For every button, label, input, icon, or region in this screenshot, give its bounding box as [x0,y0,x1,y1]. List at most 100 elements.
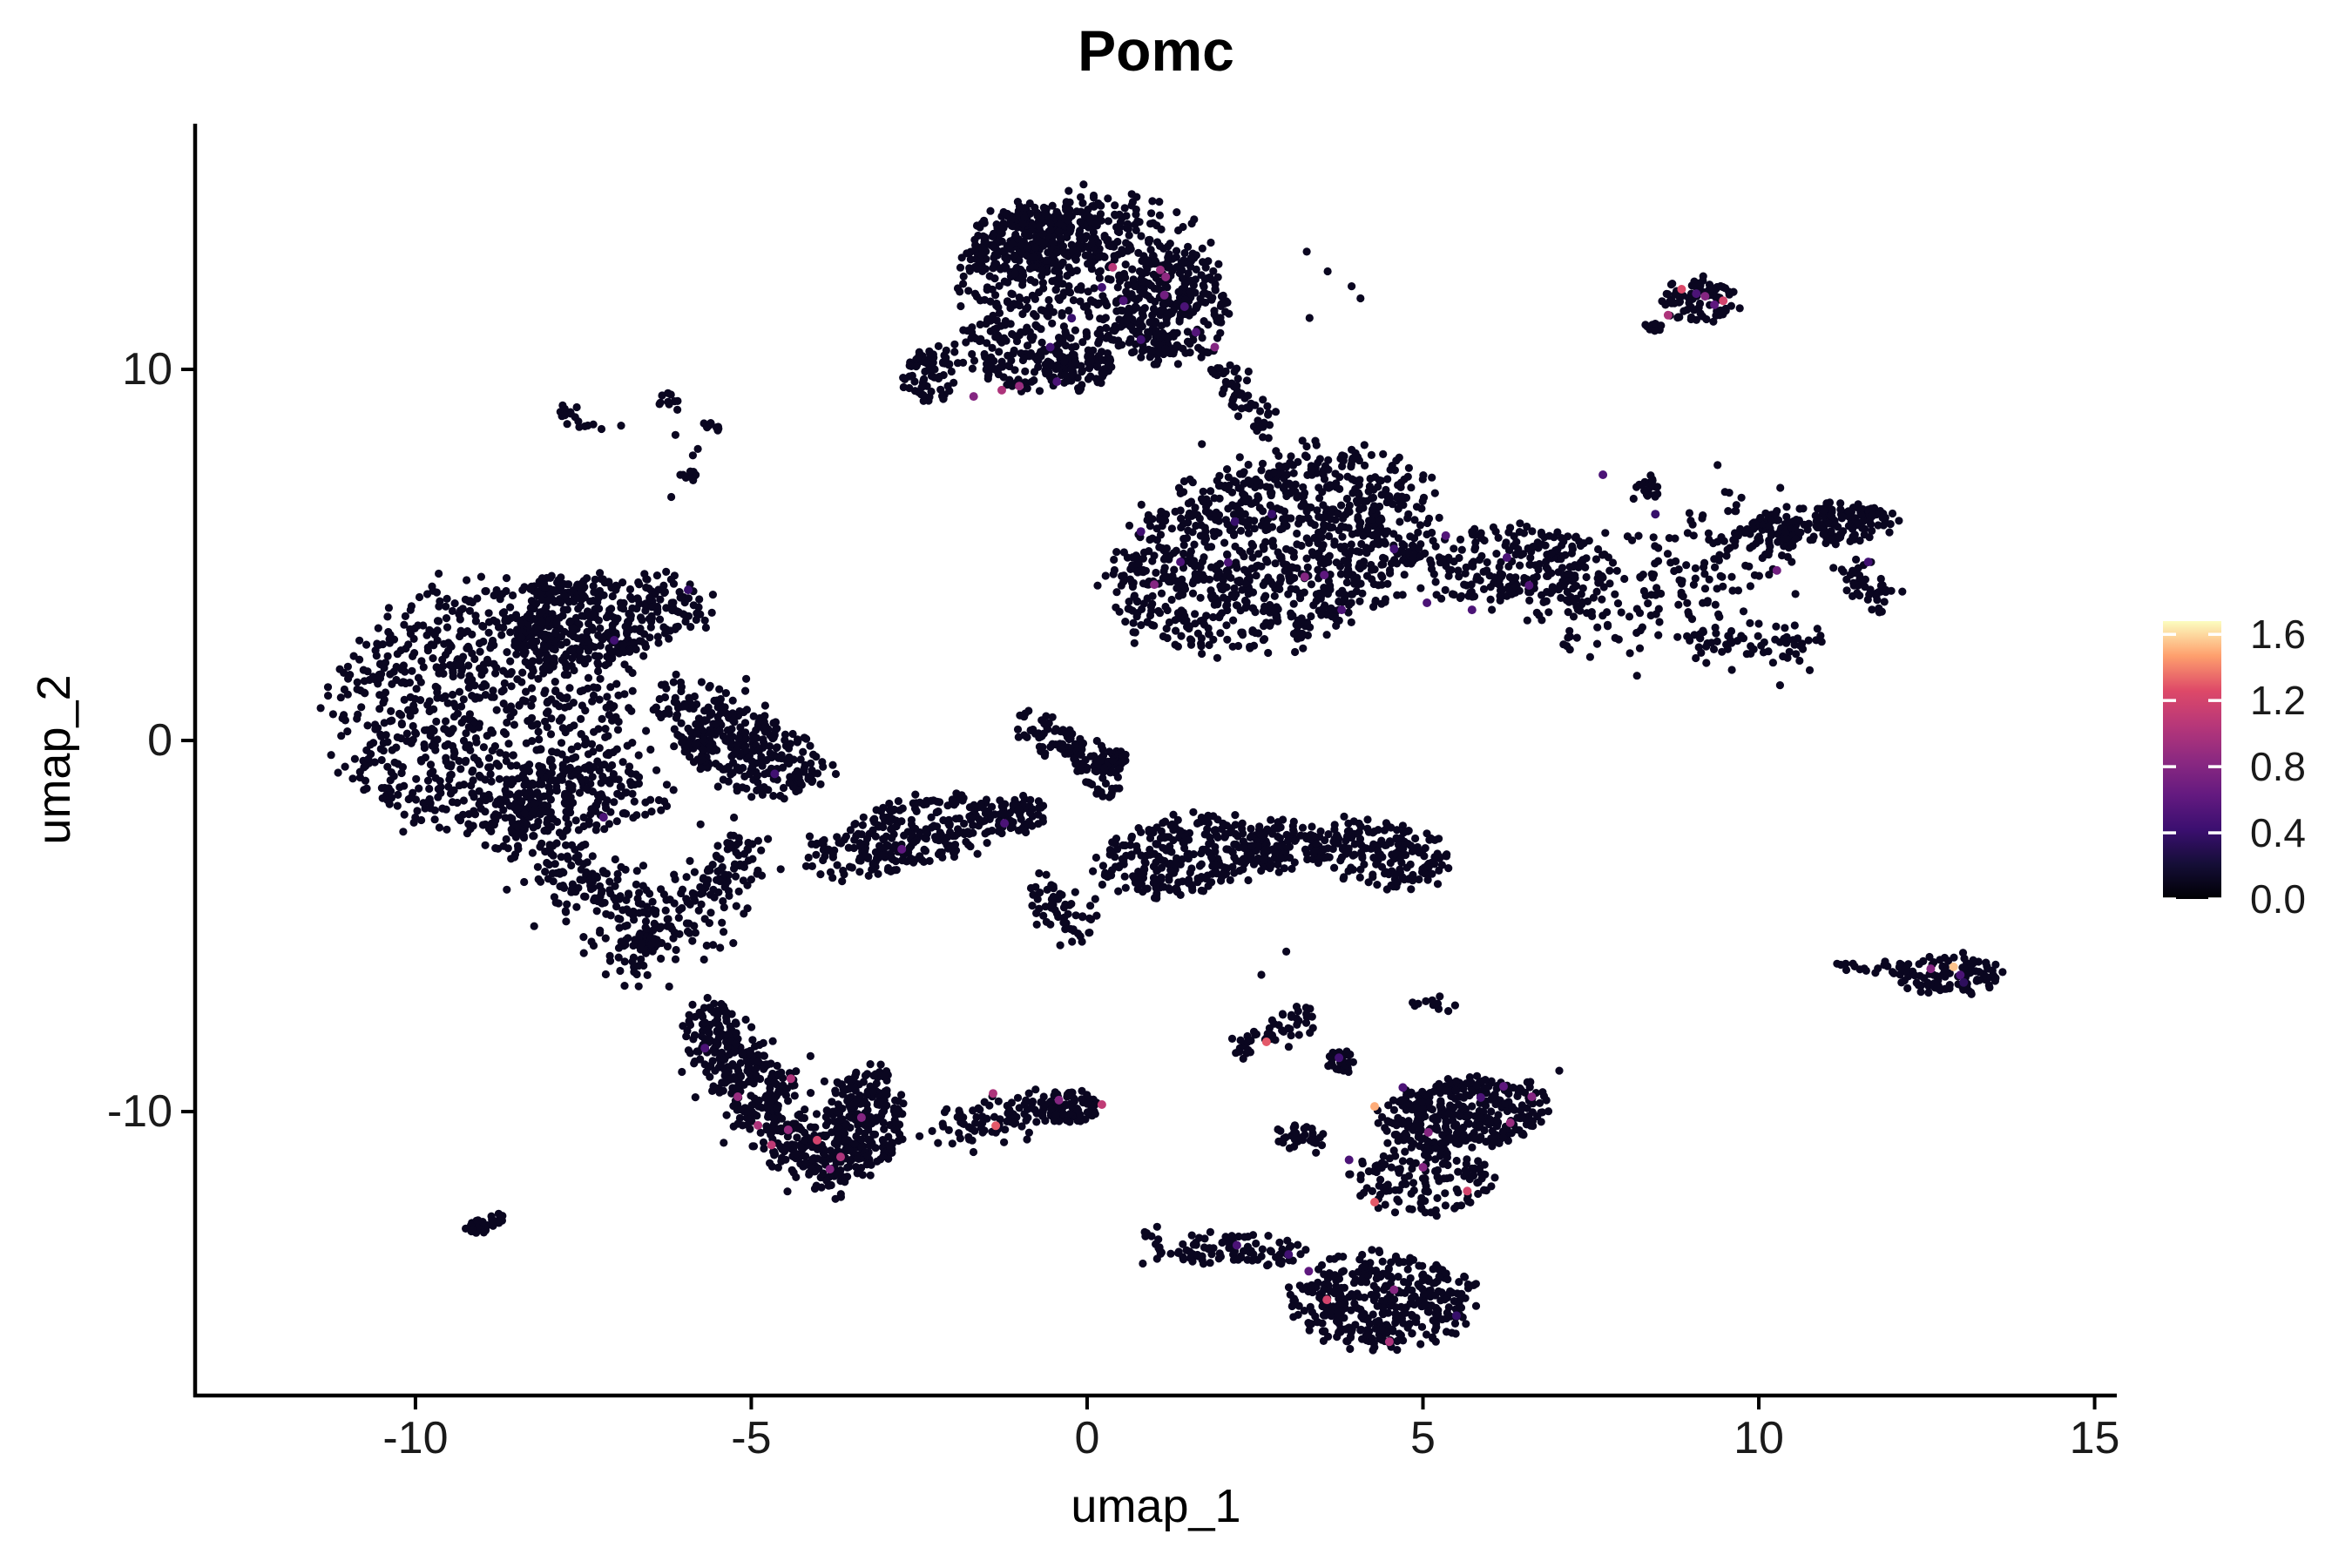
data-point [1004,351,1012,360]
data-point [1365,482,1374,491]
data-point [1287,452,1295,461]
data-point [466,824,475,834]
data-point [632,970,641,979]
data-point [1230,368,1239,376]
data-point [588,697,597,706]
data-point [1700,558,1709,567]
data-point [405,679,414,687]
data-point [1172,247,1181,255]
data-point [730,813,739,822]
data-point [552,748,562,757]
data-point [1813,625,1821,633]
data-point [1688,520,1697,529]
data-point [1127,201,1136,210]
data-point [1166,262,1174,271]
data-point [503,885,511,894]
data-point [517,619,525,628]
data-point [385,635,394,644]
data-point [657,954,666,963]
data-point [1197,346,1206,355]
data-point [501,729,510,739]
data-point [801,760,809,769]
data-point [1771,635,1780,644]
data-point [1431,542,1440,551]
data-point [387,706,395,716]
data-point [1132,551,1140,560]
data-point [1031,321,1040,329]
data-point [974,231,983,240]
data-point [1403,472,1412,481]
data-point [1287,585,1295,593]
data-point [1398,591,1407,599]
data-point [1247,499,1256,508]
data-point [1155,198,1164,206]
data-point [715,685,724,693]
data-point [691,740,700,749]
data-point [742,674,751,683]
data-point [639,862,648,870]
data-point [1028,221,1037,230]
data-point [672,670,680,679]
data-point [449,713,459,721]
data-point [1603,608,1612,617]
data-point [936,385,945,394]
data-point [1263,402,1272,410]
data-point [576,687,585,696]
data-point [670,742,679,751]
data-point [1312,441,1321,449]
data-point [1353,453,1362,462]
data-point [492,706,501,714]
data-point [506,628,515,637]
data-point [1155,515,1165,524]
data-point [1167,595,1176,605]
data-point [520,877,529,887]
data-point [691,929,700,937]
data-point [1201,263,1210,272]
data-point [1213,317,1221,326]
data-point [481,691,490,700]
data-point [1547,549,1556,558]
data-point [1581,563,1590,572]
data-point [1379,449,1388,459]
data-point [1325,551,1334,560]
data-point [1110,565,1119,575]
data-point [498,590,507,598]
data-point [965,264,974,273]
data-point [1205,509,1213,517]
data-point [742,734,751,743]
data-point [1632,605,1641,613]
data-point [1151,256,1159,266]
data-point [582,868,591,876]
data-point [1486,583,1495,591]
data-point [558,724,567,733]
data-point [1781,528,1790,537]
data-point [1568,544,1577,553]
data-point [1214,260,1223,268]
data-point [1438,556,1447,564]
data-point [1133,217,1142,226]
data-point [1381,489,1389,497]
data-point [1031,312,1040,321]
data-point [436,788,445,798]
data-point [1043,256,1051,265]
data-point [1160,564,1169,572]
data-point [1396,517,1404,526]
data-point [970,289,980,298]
data-point [971,244,980,253]
data-point [1269,468,1278,476]
data-point [665,709,673,719]
data-point [1188,589,1198,598]
data-point [735,766,744,775]
data-point [442,717,450,726]
data-point [1205,640,1213,650]
data-point [1582,572,1591,582]
data-point [1739,607,1748,616]
data-point [334,768,342,777]
data-point [1356,294,1365,303]
data-point [1199,497,1207,506]
data-point [674,608,683,617]
data-point [636,613,645,622]
data-point [1324,465,1333,474]
data-point [571,753,580,761]
data-point [1683,632,1692,641]
